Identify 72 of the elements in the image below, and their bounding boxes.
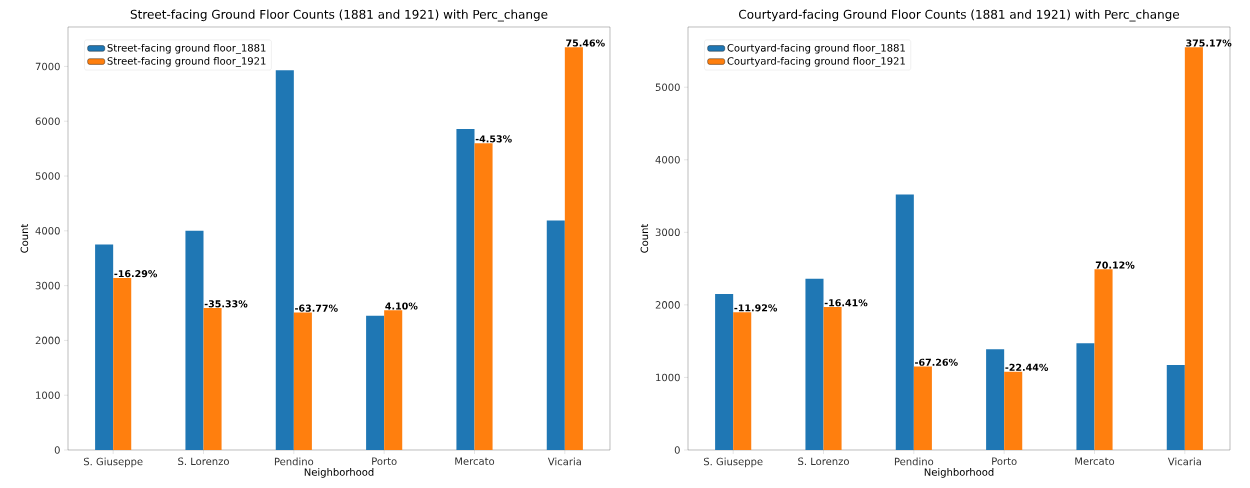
bar xyxy=(546,220,565,450)
bar xyxy=(474,143,493,450)
bar xyxy=(185,230,204,450)
bar xyxy=(895,194,914,450)
x-tick-label: Porto xyxy=(372,457,397,465)
x-tick-label: Mercato xyxy=(1075,457,1115,465)
annotation: -22.44% xyxy=(1005,363,1049,371)
y-tick-label: 5000 xyxy=(35,172,60,180)
x-tick-label: S. Giuseppe xyxy=(703,457,763,468)
bar xyxy=(203,308,222,450)
bar xyxy=(823,307,842,450)
annotation: 75.46% xyxy=(566,39,605,47)
x-tick-label: S. Giuseppe xyxy=(83,457,143,468)
x-axis-title: Neighborhood xyxy=(304,468,374,478)
legend-label: Courtyard-facing ground floor_1921 xyxy=(727,56,905,67)
y-tick-label: 4000 xyxy=(655,155,680,164)
bar xyxy=(456,128,475,450)
bar xyxy=(913,366,932,450)
annotation: 70.12% xyxy=(1095,261,1135,269)
y-tick-label: 0 xyxy=(674,446,680,454)
bar xyxy=(564,47,583,450)
y-tick-label: 7000 xyxy=(35,62,60,71)
y-tick-label: 1000 xyxy=(656,373,680,382)
x-tick-label: Porto xyxy=(992,457,1017,465)
chart-title: Street-facing Ground Floor Counts (1881 and 1921) with Perc_change xyxy=(130,9,548,22)
chart-title: Courtyard-facing Ground Floor Counts (1881 and 1921) with Perc_change xyxy=(739,9,1180,22)
y-tick-label: 3000 xyxy=(35,281,60,290)
annotation: -35.33% xyxy=(204,300,248,308)
bar xyxy=(986,349,1005,450)
annotation: -63.77% xyxy=(295,304,338,312)
x-tick-label: Pendino xyxy=(894,457,934,466)
bar xyxy=(715,294,734,450)
annotation: -11.92% xyxy=(734,304,778,312)
bar xyxy=(1184,47,1203,450)
bar xyxy=(275,70,294,450)
bar xyxy=(113,277,132,450)
annotation: 375.17% xyxy=(1186,39,1232,47)
y-tick-label: 1000 xyxy=(36,391,60,399)
x-tick-label: Mercato xyxy=(455,457,495,465)
bar xyxy=(1166,365,1185,450)
annotation: -4.53% xyxy=(475,135,512,143)
bar xyxy=(366,315,385,450)
bar xyxy=(293,312,312,450)
y-tick-label: 0 xyxy=(54,446,60,454)
x-tick-label: Vicaria xyxy=(547,457,581,466)
annotation: -16.41% xyxy=(824,299,868,307)
bar xyxy=(1076,343,1095,450)
y-axis-title: Count xyxy=(640,223,649,253)
y-tick-label: 3000 xyxy=(655,228,680,237)
x-tick-label: Vicaria xyxy=(1167,457,1201,466)
legend-label: Street-facing ground floor_1881 xyxy=(107,43,266,54)
bar xyxy=(805,278,824,450)
y-tick-label: 5000 xyxy=(655,83,680,91)
annotation: -67.26% xyxy=(915,358,958,366)
legend-label: Courtyard-facing ground floor_1881 xyxy=(727,43,905,54)
bar xyxy=(384,310,403,450)
y-tick-label: 6000 xyxy=(35,117,60,126)
y-tick-label: 4000 xyxy=(35,227,60,235)
x-tick-label: Pendino xyxy=(274,457,314,466)
annotation: -16.29% xyxy=(114,270,158,278)
bar xyxy=(1004,371,1023,450)
bar xyxy=(733,312,752,450)
x-tick-label: S. Lorenzo xyxy=(178,457,229,466)
annotation: 4.10% xyxy=(385,302,418,310)
legend-label: Street-facing ground floor_1921 xyxy=(107,56,266,67)
bar xyxy=(95,244,114,450)
x-axis-title: Neighborhood xyxy=(924,468,994,478)
bar xyxy=(1094,269,1113,450)
x-tick-label: S. Lorenzo xyxy=(798,457,849,466)
y-tick-label: 2000 xyxy=(35,336,60,345)
y-axis-title: Count xyxy=(20,223,29,253)
y-tick-label: 2000 xyxy=(655,301,680,309)
